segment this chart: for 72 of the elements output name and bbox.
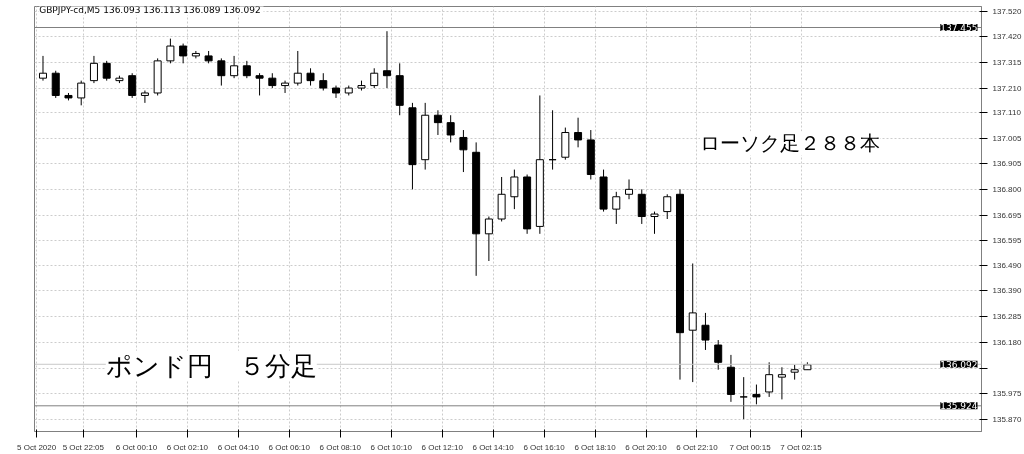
y-tick-label: 137.420 xyxy=(992,31,1022,41)
x-tick-label: 6 Oct 16:10 xyxy=(523,442,566,452)
candlestick xyxy=(102,60,111,82)
annotation: ローソク足２８８本 xyxy=(699,131,880,156)
x-tick-label: 6 Oct 08:10 xyxy=(319,442,362,452)
candlestick xyxy=(777,366,786,400)
x-tick-label: 7 Oct 00:15 xyxy=(729,442,772,452)
candlestick xyxy=(637,188,646,225)
x-tick-label: 7 Oct 02:15 xyxy=(780,442,823,452)
candlestick xyxy=(51,70,60,99)
candlestick xyxy=(179,43,188,64)
candlestick xyxy=(370,67,379,89)
x-tick-label: 6 Oct 06:10 xyxy=(268,442,311,452)
candlestick xyxy=(433,109,442,136)
candlestick xyxy=(166,38,175,64)
y-tick-label: 135.870 xyxy=(992,414,1022,424)
x-tick-label: 5 Oct 22:05 xyxy=(62,442,105,452)
candlestick xyxy=(612,191,621,225)
annotation: GBPJPY-cd,M5 136.093 136.113 136.089 136.092 xyxy=(39,5,261,16)
candlestick xyxy=(625,178,634,200)
y-tick-label: 136.905 xyxy=(992,158,1022,168)
y-tick-label: 136.490 xyxy=(992,261,1022,271)
candlestick xyxy=(739,376,748,420)
ref-line-label: 137.455 xyxy=(940,23,978,33)
y-tick-label: 136.180 xyxy=(992,338,1022,348)
candlestick xyxy=(510,169,519,210)
y-tick-label: 135.975 xyxy=(992,388,1022,398)
candlestick xyxy=(484,216,493,262)
candlestick xyxy=(89,55,98,84)
candlestick xyxy=(688,262,697,383)
candlestick xyxy=(217,57,226,87)
candlestick xyxy=(701,312,710,351)
x-tick-label: 6 Oct 14:10 xyxy=(472,442,515,452)
y-tick-label: 137.110 xyxy=(992,108,1022,118)
x-tick-label: 6 Oct 20:10 xyxy=(625,442,668,452)
y-tick-label: 136.800 xyxy=(992,184,1022,194)
candlestick xyxy=(77,80,86,106)
x-tick-label: 6 Oct 02:10 xyxy=(166,442,209,452)
candlestick xyxy=(38,55,47,82)
y-tick-label: 136.390 xyxy=(992,286,1022,296)
annotation: ポンド円 ５分足 xyxy=(105,350,317,381)
candlestick xyxy=(140,90,149,104)
x-tick-label: 6 Oct 00:10 xyxy=(115,442,158,452)
candlestick xyxy=(293,50,302,87)
y-tick-label: 137.210 xyxy=(992,83,1022,93)
x-tick-label: 6 Oct 22:10 xyxy=(676,442,719,452)
x-tick-label: 6 Oct 10:10 xyxy=(370,442,413,452)
x-tick-label: 5 Oct 2020 xyxy=(17,442,57,452)
candlestick xyxy=(230,55,239,79)
ref-line-label: 135.924 xyxy=(940,401,978,412)
y-tick-label: 136.285 xyxy=(992,312,1022,322)
x-tick-label: 6 Oct 04:10 xyxy=(217,442,260,452)
candlestick xyxy=(128,72,137,99)
y-tick-label: 136.595 xyxy=(992,235,1022,245)
y-tick-label: 136.695 xyxy=(992,210,1022,220)
candlestick xyxy=(382,30,391,89)
candlestick xyxy=(281,80,290,94)
x-tick-label: 6 Oct 12:10 xyxy=(421,442,464,452)
y-tick-label: 137.005 xyxy=(992,134,1022,144)
candlestick xyxy=(663,193,672,220)
candlestick xyxy=(765,361,774,398)
ref-line-label: 136.092 xyxy=(940,359,978,370)
x-tick-label: 6 Oct 18:10 xyxy=(574,442,617,452)
candlestick xyxy=(446,114,455,143)
y-tick-label: 137.315 xyxy=(992,57,1022,67)
candlestick xyxy=(752,384,761,405)
candlestick xyxy=(459,129,468,173)
y-tick-label: 137.520 xyxy=(992,6,1022,16)
candlestick xyxy=(650,211,659,235)
candlestick xyxy=(255,72,264,96)
candlestick xyxy=(574,117,583,148)
candlestick xyxy=(714,339,723,371)
